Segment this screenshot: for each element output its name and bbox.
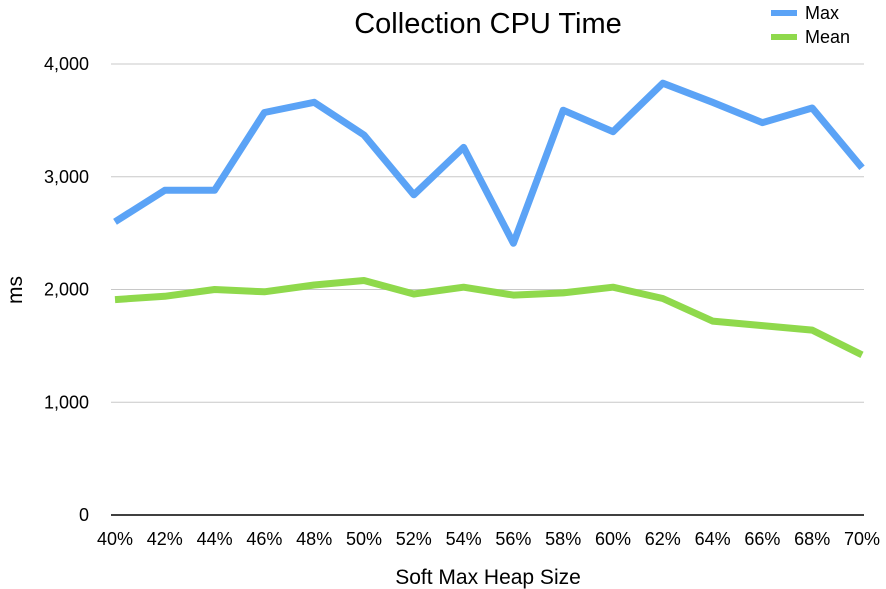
y-axis-ticks: 0 1,000 2,000 3,000 4,000 [44,54,89,525]
series-line-mean [114,277,864,359]
legend-label-mean: Mean [805,27,850,47]
x-tick-label: 58% [545,529,581,549]
legend: Max Mean [771,3,850,47]
x-tick-label: 52% [396,529,432,549]
x-tick-label: 56% [495,529,531,549]
series-line-max [113,79,865,247]
series-lines [113,79,865,359]
y-tick-label: 0 [79,505,89,525]
x-tick-label: 68% [794,529,830,549]
y-tick-label: 4,000 [44,54,89,74]
x-tick-label: 46% [246,529,282,549]
legend-label-max: Max [805,3,839,23]
y-axis-title: ms [4,276,27,304]
x-tick-label: 42% [147,529,183,549]
x-tick-label: 40% [97,529,133,549]
x-tick-label: 62% [645,529,681,549]
x-tick-label: 64% [695,529,731,549]
chart-title: Collection CPU Time [354,8,622,40]
y-tick-label: 1,000 [44,392,89,412]
x-tick-label: 70% [844,529,880,549]
x-tick-label: 48% [296,529,332,549]
x-tick-label: 44% [197,529,233,549]
x-tick-label: 66% [744,529,780,549]
x-tick-label: 54% [446,529,482,549]
x-axis-title: Soft Max Heap Size [395,566,581,589]
y-tick-label: 3,000 [44,167,89,187]
x-tick-label: 50% [346,529,382,549]
x-axis-ticks: 40% 42% 44% 46% 48% 50% 52% 54% 56% 58% 60% 62% 64% 6… [97,529,880,549]
x-tick-label: 60% [595,529,631,549]
y-tick-label: 2,000 [44,280,89,300]
